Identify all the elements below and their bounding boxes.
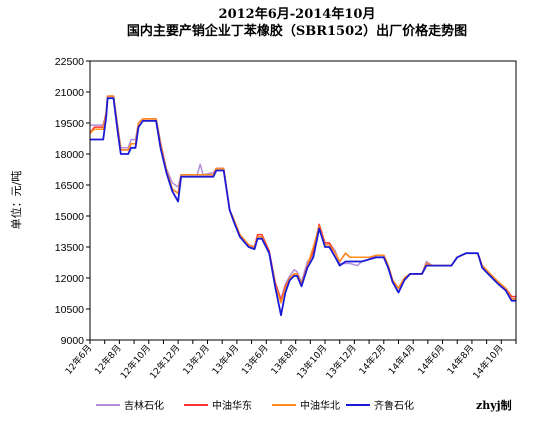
x-tick-label: 12年12月 <box>147 342 182 381</box>
x-tick-label: 14年10月 <box>470 342 505 381</box>
x-tick-label: 14年2月 <box>356 342 388 377</box>
y-tick-label: 12000 <box>55 273 84 285</box>
x-tick-label: 14年4月 <box>386 342 418 377</box>
x-tick-label: 12年8月 <box>92 342 124 377</box>
series-lines <box>89 95 516 317</box>
legend-label-1: 吉林石化 <box>124 399 164 412</box>
series-line-1 <box>90 95 516 300</box>
y-tick-label: 22500 <box>55 56 84 68</box>
y-axis-label: 单位：元/吨 <box>9 171 23 230</box>
x-tick-label: 13年8月 <box>268 342 300 377</box>
source-note: zhyj制 <box>476 398 512 412</box>
legend: 吉林石化 中油华东 中油华北 齐鲁石化 <box>96 399 414 412</box>
x-tick-label: 13年2月 <box>180 342 212 377</box>
y-tick-label: 18000 <box>55 149 84 161</box>
chart-title-line1: 2012年6月-2014年10月 <box>219 6 376 22</box>
x-tick-label: 13年4月 <box>209 342 241 377</box>
y-tick-label: 19500 <box>55 118 84 130</box>
y-tick-label: 15000 <box>55 211 84 223</box>
y-tick-label: 9000 <box>61 335 85 347</box>
y-tick-label: 10500 <box>55 304 84 316</box>
chart-title-line2: 国内主要产销企业丁苯橡胶（SBR1502）出厂价格走势图 <box>127 23 467 39</box>
legend-label-2: 中油华东 <box>212 399 252 412</box>
y-tick-label: 21000 <box>55 87 84 99</box>
x-tick-label: 14年8月 <box>444 342 476 377</box>
y-tick-label: 13500 <box>55 242 84 254</box>
series-line-3 <box>89 95 516 304</box>
x-tick-label: 14年6月 <box>415 342 447 377</box>
y-tick-labels: 9000 10500 12000 13500 15000 16500 18000 19500 2… <box>55 56 90 347</box>
series-line-2 <box>89 95 516 302</box>
x-tick-label: 13年12月 <box>323 342 358 381</box>
x-tick-label: 13年6月 <box>239 342 271 377</box>
x-tick-label: 12年6月 <box>62 342 94 377</box>
series-line-4 <box>90 97 516 317</box>
legend-label-4: 齐鲁石化 <box>374 399 414 412</box>
y-tick-label: 16500 <box>55 180 84 192</box>
plot-area-frame <box>89 60 517 341</box>
legend-label-3: 中油华北 <box>300 399 340 412</box>
